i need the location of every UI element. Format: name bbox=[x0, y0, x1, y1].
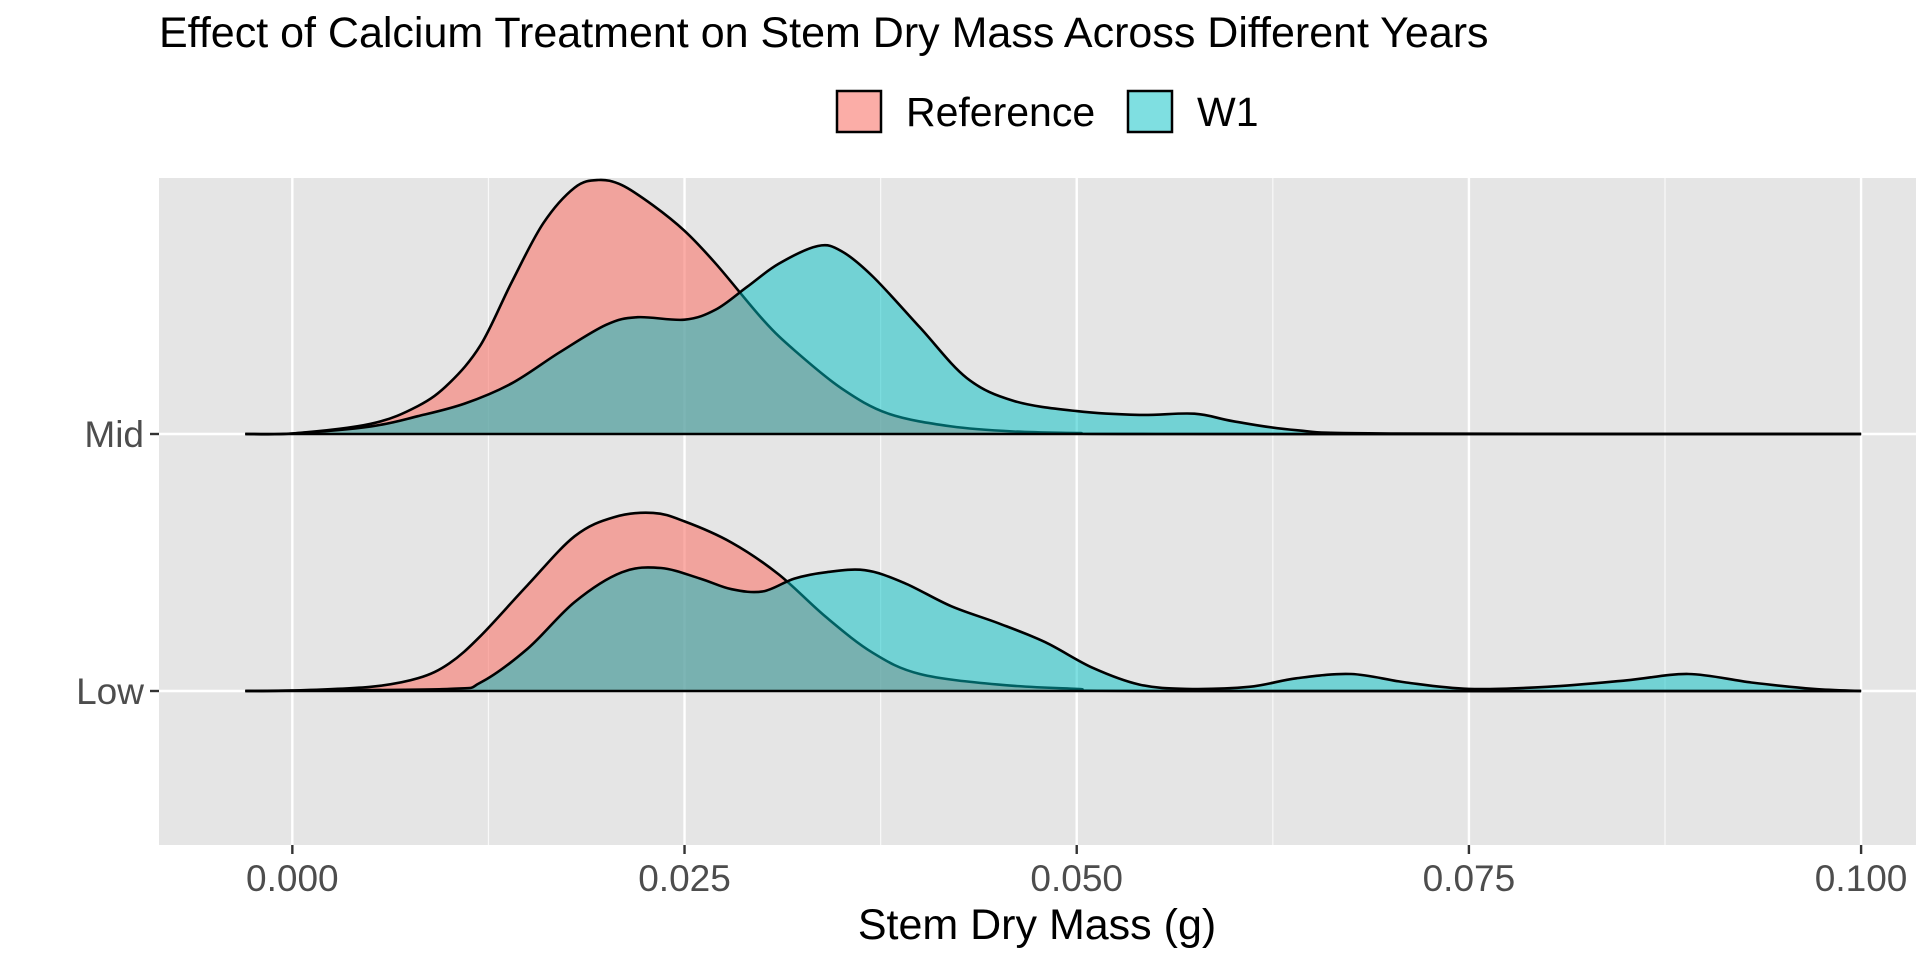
x-tick-label: 0.075 bbox=[1423, 858, 1516, 899]
x-axis: 0.000 0.025 0.050 0.075 0.100 bbox=[246, 845, 1907, 899]
x-tick-label: 0.000 bbox=[246, 858, 339, 899]
x-tick-label: 0.100 bbox=[1815, 858, 1908, 899]
ridges bbox=[245, 178, 1862, 693]
x-axis-title: Stem Dry Mass (g) bbox=[858, 901, 1216, 949]
legend-label-reference: Reference bbox=[906, 89, 1095, 135]
x-tick-label: 0.025 bbox=[638, 858, 731, 899]
legend-key-w1 bbox=[1126, 89, 1174, 134]
ridge-low-w1-line bbox=[245, 566, 1862, 693]
plot-panel bbox=[159, 178, 1916, 845]
y-tick-label-low: Low bbox=[76, 671, 144, 712]
y-tick-label-mid: Mid bbox=[84, 414, 144, 455]
ridge-mid-w1-line bbox=[245, 243, 1862, 436]
legend: Reference W1 bbox=[835, 89, 1259, 135]
x-tick-label: 0.050 bbox=[1030, 858, 1123, 899]
ridge-mid-w1-area bbox=[245, 245, 1862, 435]
legend-label-w1: W1 bbox=[1197, 89, 1259, 135]
ridge-low-w1-area bbox=[245, 567, 1862, 691]
y-axis: Mid Low bbox=[76, 414, 159, 712]
chart-title: Effect of Calcium Treatment on Stem Dry … bbox=[159, 9, 1489, 57]
legend-key-reference bbox=[835, 89, 883, 134]
